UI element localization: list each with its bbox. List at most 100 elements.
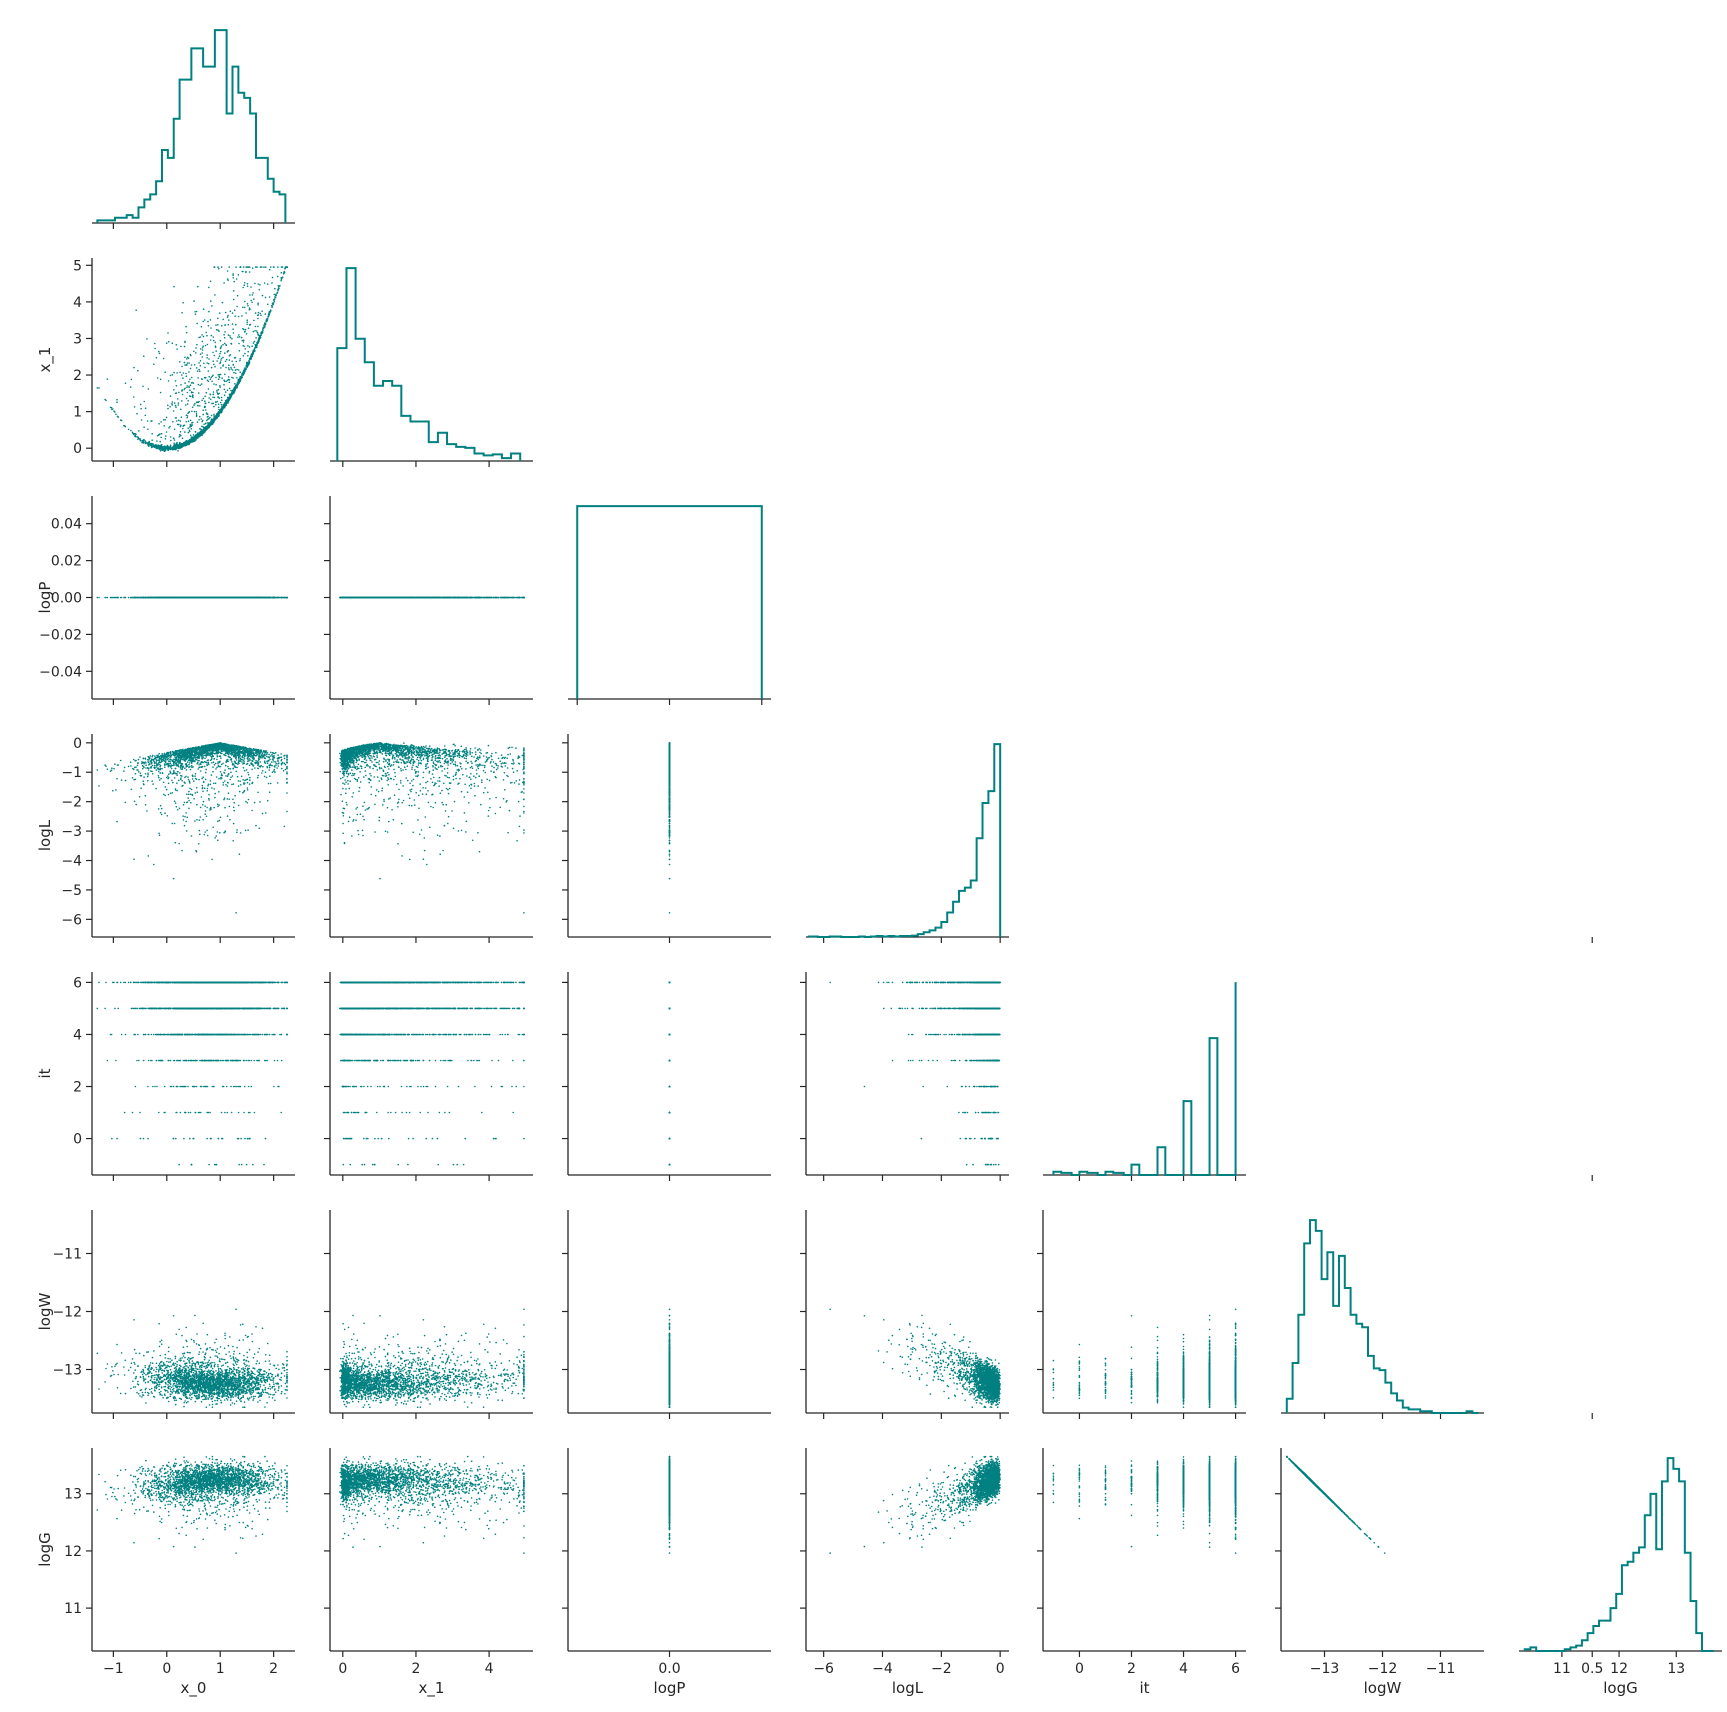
scatter-point [242,328,244,330]
scatter-point [232,377,234,379]
y-axis-label-x_1: x_1 [36,347,55,373]
x-tick-label: 4 [1179,1661,1188,1677]
x-tick-label: −1 [103,1661,124,1677]
scatter-point [163,425,165,427]
scatter-point [246,333,248,335]
scatter-point [229,335,231,337]
scatter-point [217,266,219,268]
scatter-point [176,348,178,350]
histogram-x_0 [97,30,285,223]
scatter-point [242,287,244,289]
scatter-point [241,315,243,317]
scatter-point [116,399,118,401]
y-tick-label: 0 [73,441,82,457]
scatter-point [274,288,276,290]
scatter-point [239,371,241,373]
scatter-point [239,358,241,360]
scatter-point [198,419,200,421]
scatter-point [160,392,162,394]
scatter-point [234,383,236,385]
scatter-point [243,339,245,341]
scatter-point [202,349,204,351]
scatter-point [282,266,284,268]
scatter-point [141,419,143,421]
x-tick-label: 0 [996,1661,1005,1677]
scatter-point [186,414,188,416]
scatter-point [206,420,208,422]
scatter-point [201,426,203,428]
scatter-point [189,395,191,397]
y-tick-label: 6 [73,975,82,991]
scatter-point [188,432,190,434]
x-axis-label-x_0: x_0 [181,1679,207,1698]
scatter-point [200,336,202,338]
y-axis-label-logW: logW [36,1292,54,1330]
scatter-point [172,342,174,344]
scatter-point [241,271,243,273]
scatter-point [224,337,226,339]
scatter-point [239,360,241,362]
scatter-point [208,397,210,399]
scatter-point [230,367,232,369]
scatter-point [244,307,246,309]
scatter-point [214,355,216,357]
scatter-point [241,337,243,339]
scatter-point [238,334,240,336]
scatter-point [218,389,220,391]
scatter-point [223,282,225,284]
scatter-point [270,266,272,268]
scatter-point [202,347,204,349]
scatter-point [166,417,168,419]
scatter-point [232,312,234,314]
scatter-point [205,332,207,334]
scatter-point [208,358,210,360]
panel-logG-vs-logG: 11 12 13 [1519,1651,1722,1677]
scatter-point [160,421,162,423]
scatter-point [245,271,247,273]
scatter-point [203,398,205,400]
y-axis-label-it: it [36,1068,54,1078]
scatter-point [213,336,215,338]
scatter-point [208,287,210,289]
scatter-point [230,310,232,312]
scatter-point [198,362,200,364]
y-tick-label: −11 [52,1247,82,1263]
scatter-point [255,312,257,314]
scatter-point [201,326,203,328]
scatter-point [169,426,171,428]
scatter-point [210,319,212,321]
scatter-point [227,316,229,318]
scatter-point [233,281,235,283]
x-tick-label: 11 [1553,1661,1571,1677]
scatter-point [197,286,199,288]
y-tick-label: 12 [64,1544,82,1560]
scatter-point [235,369,237,371]
scatter-point [186,385,188,387]
scatter-point [148,388,150,390]
y-tick-label: −1 [61,765,82,781]
scatter-point [170,440,172,442]
scatter-point [224,343,226,345]
scatter-point [130,430,132,432]
scatter-point [267,316,269,318]
scatter-point [203,336,205,338]
scatter-point [211,403,213,405]
scatter-point [238,369,240,371]
scatter-point [227,315,229,317]
y-tick-label: −6 [61,912,82,928]
x-axis-label-it: it [1139,1679,1149,1697]
scatter-point [221,358,223,360]
scatter-point [193,300,195,302]
scatter-point [214,397,216,399]
y-tick-label: 5 [73,258,82,274]
scatter-point [181,416,183,418]
scatter-point [203,308,205,310]
scatter-point [183,389,185,391]
histogram-logW [1287,1220,1478,1413]
scatter-point [233,332,235,334]
scatter-point [225,367,227,369]
y-tick-label: −0.04 [39,664,82,680]
scatter-point [182,428,184,430]
scatter-point [262,295,264,297]
scatter-point [156,357,158,359]
